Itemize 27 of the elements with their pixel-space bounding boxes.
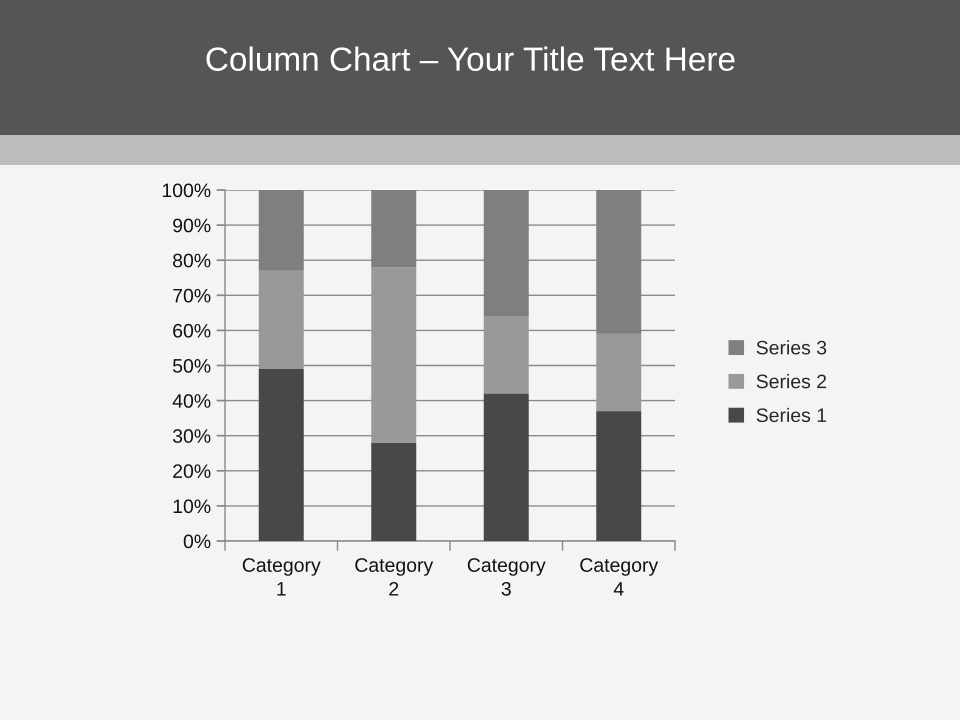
- y-tick-label: 10%: [174, 499, 210, 514]
- y-tick-label: 0%: [184, 534, 210, 548]
- legend-label: Series 3: [756, 340, 826, 355]
- y-tick-label: 90%: [173, 218, 210, 232]
- y-tick-label: 80%: [173, 254, 210, 268]
- bar: [258, 369, 304, 541]
- bar: [258, 270, 304, 370]
- x-tick-label: Category 1: [242, 558, 321, 596]
- bar: [371, 267, 416, 443]
- y-tick-label: 100%: [162, 183, 210, 198]
- y-tick-label: 50%: [172, 358, 210, 373]
- y-tick-label: 60%: [173, 324, 210, 338]
- chart-title: Column Chart – Your Title Text Here: [206, 46, 735, 71]
- legend-label: Series 1: [756, 408, 826, 422]
- x-tick-label: Category 4: [580, 558, 658, 596]
- bar: [484, 316, 529, 394]
- x-tick-label: Category 3: [468, 558, 546, 596]
- bar: [484, 394, 529, 541]
- y-tick-label: 30%: [172, 429, 210, 443]
- y-tick-label: 40%: [172, 394, 210, 408]
- bar: [596, 334, 642, 412]
- bar: [371, 442, 416, 541]
- y-tick-label: 70%: [173, 288, 210, 303]
- bar: [596, 411, 642, 541]
- y-tick-label: 20%: [173, 464, 210, 478]
- x-tick-label: Category 2: [355, 558, 434, 596]
- legend-label: Series 2: [756, 374, 826, 388]
